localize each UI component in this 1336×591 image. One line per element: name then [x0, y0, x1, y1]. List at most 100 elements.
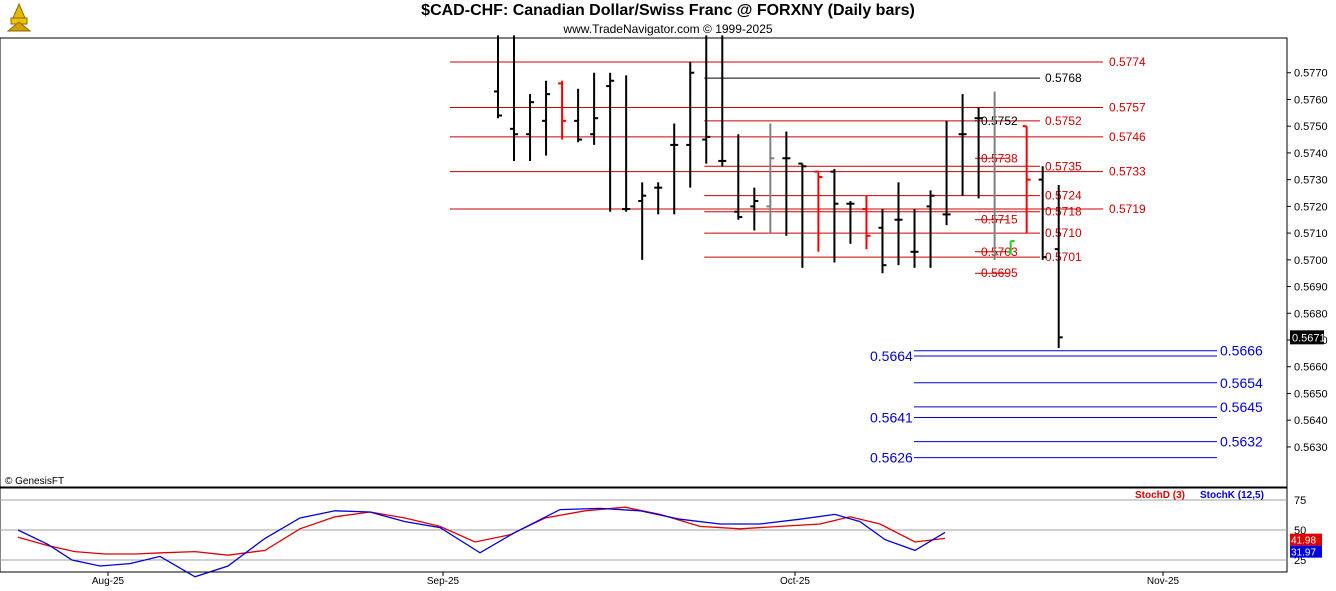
- price-tick-label: 0.5680: [1294, 308, 1328, 320]
- price-tick-label: 0.5640: [1294, 415, 1328, 427]
- ohlc-bar: [510, 35, 519, 161]
- legend-stoch-d: StochD (3): [1135, 490, 1185, 501]
- ohlc-bar: [638, 182, 647, 260]
- pivot-label: 0.5768: [1045, 71, 1082, 85]
- level-label: 0.5695: [981, 266, 1018, 280]
- price-tick-label: 0.5690: [1294, 282, 1328, 294]
- stoch-d-tag: [1290, 533, 1322, 546]
- price-bars: [494, 35, 1063, 349]
- pivot-label: 0.5752: [981, 114, 1018, 128]
- date-tick-label: Sep-25: [427, 576, 460, 587]
- ohlc-bar: [670, 123, 679, 215]
- date-axis: Aug-25 Sep-25 Oct-25 Nov-25: [0, 571, 1287, 587]
- price-tick-label: 0.5770: [1294, 68, 1328, 80]
- level-label: 0.5724: [1045, 189, 1082, 203]
- support-label: 0.5626: [870, 450, 913, 466]
- genesis-logo-icon: [6, 2, 32, 32]
- ohlc-bar: [606, 72, 615, 212]
- ohlc-bar: [718, 35, 727, 167]
- level-label: 0.5752: [1045, 114, 1082, 128]
- date-tick-label: Aug-25: [92, 576, 125, 587]
- chart-title: $CAD-CHF: Canadian Dollar/Swiss Franc @ …: [421, 2, 915, 19]
- resistance-label: 0.5746: [1109, 130, 1146, 144]
- ohlc-bar: [558, 80, 567, 140]
- resistance-label: 0.5774: [1109, 55, 1146, 69]
- ohlc-bar: [782, 131, 791, 236]
- level-label: 0.5735: [1045, 159, 1082, 173]
- stoch-d-line: [17, 506, 946, 556]
- level-label: 0.5718: [1045, 205, 1082, 219]
- chart-subtitle: www.TradeNavigator.com © 1999-2025: [563, 22, 773, 36]
- ohlc-bar: [766, 123, 775, 234]
- ohlc-bar: [734, 134, 743, 220]
- stoch-tick-label: 75: [1294, 495, 1306, 507]
- stoch-k-value: 31.97: [1291, 548, 1316, 559]
- price-tick-label: 0.5720: [1294, 201, 1328, 213]
- resistance-label: 0.5719: [1109, 202, 1146, 216]
- stoch-k-line: [17, 507, 946, 578]
- ohlc-bar: [846, 201, 855, 244]
- ohlc-bar: [798, 162, 807, 268]
- price-tick-label: 0.5710: [1294, 228, 1328, 240]
- support-label: 0.5645: [1220, 399, 1263, 415]
- support-label: 0.5666: [1220, 343, 1263, 359]
- ohlc-bar: [830, 168, 839, 263]
- resistance-label: 0.5733: [1109, 165, 1146, 179]
- ohlc-bar: [1022, 125, 1031, 234]
- ohlc-bar: [862, 195, 871, 250]
- ohlc-bar: [590, 72, 599, 145]
- ohlc-bar: [686, 62, 695, 188]
- ohlc-bar: [542, 80, 551, 156]
- support-label: 0.5664: [870, 348, 913, 364]
- support-label: 0.5654: [1220, 375, 1263, 391]
- price-tick-label: 0.5760: [1294, 94, 1328, 106]
- legend-stoch-k: StochK (12,5): [1200, 490, 1264, 501]
- axis-background: [1287, 38, 1336, 572]
- level-label: 0.5703: [981, 245, 1018, 259]
- ohlc-bar: [622, 75, 631, 212]
- date-tick-label: Nov-25: [1147, 576, 1180, 587]
- ohlc-bar: [878, 209, 887, 274]
- price-tick-label: 0.5650: [1294, 388, 1328, 400]
- stoch-tick-label: 25: [1294, 555, 1306, 567]
- ohlc-bar: [1038, 166, 1047, 260]
- last-price-tag: [1290, 330, 1324, 345]
- last-price-label: 0.5671: [1292, 332, 1326, 344]
- ohlc-bar: [974, 107, 983, 199]
- level-label: 0.5701: [1045, 250, 1082, 264]
- ohlc-bar: [990, 91, 999, 260]
- level-label: 0.5715: [981, 213, 1018, 227]
- ohlc-bar: [894, 182, 903, 266]
- ohlc-bar: [910, 209, 919, 268]
- ohlc-bar: [942, 120, 951, 226]
- ohlc-bar: [526, 94, 535, 161]
- ohlc-bar: [750, 187, 759, 231]
- ohlc-bar: [958, 94, 967, 196]
- ohlc-bar: [814, 170, 823, 252]
- ohlc-bar: [702, 35, 711, 164]
- price-tick-label: 0.5700: [1294, 255, 1328, 267]
- support-label: 0.5641: [870, 410, 913, 426]
- ohlc-bar: [926, 190, 935, 268]
- support-label: 0.5632: [1220, 434, 1263, 450]
- ohlc-bar: [1054, 184, 1063, 349]
- price-tick-label: 0.5730: [1294, 175, 1328, 187]
- ohlc-bar: [654, 182, 663, 215]
- ohlc-bar: [574, 88, 583, 143]
- price-tick-label: 0.5660: [1294, 362, 1328, 374]
- price-tick-label: 0.5630: [1294, 442, 1328, 454]
- chart-header: $CAD-CHF: Canadian Dollar/Swiss Franc @ …: [0, 0, 1336, 38]
- level-label: 0.5710: [1045, 226, 1082, 240]
- price-tick-label: 0.5750: [1294, 121, 1328, 133]
- ohlc-bar: [494, 35, 502, 119]
- price-axis: 0.56300.56400.56500.56600.56700.56800.56…: [1287, 68, 1328, 454]
- resistance-label: 0.5757: [1109, 100, 1146, 114]
- stoch-k-tag: [1290, 545, 1322, 558]
- stoch-d-value: 41.98: [1291, 536, 1316, 547]
- price-plot-area: [0, 37, 1288, 488]
- ohlc-bar: [1006, 240, 1015, 255]
- copyright-label: © GenesisFT: [5, 476, 64, 487]
- price-tick-label: 0.5740: [1294, 148, 1328, 160]
